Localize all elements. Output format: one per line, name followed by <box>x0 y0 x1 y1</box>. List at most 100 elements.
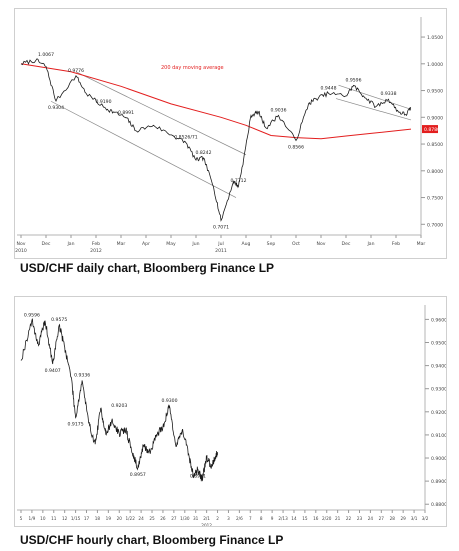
hourly-x-tick-label: 10 <box>40 516 46 521</box>
hourly-annotation: 0.9407 <box>45 368 61 374</box>
hourly-chart-caption: USD/CHF hourly chart, Bloomberg Finance … <box>20 533 284 547</box>
daily-price-line <box>20 58 412 222</box>
hourly-y-tick-label: 0.9600 <box>431 317 446 323</box>
hourly-x-tick-label: 3/1 <box>411 516 418 521</box>
hourly-x-tick-label: 27 <box>171 516 177 521</box>
hourly-y-tick-label: 0.9200 <box>431 410 446 416</box>
daily-chart-caption: USD/CHF daily chart, Bloomberg Finance L… <box>20 261 275 275</box>
daily-x-tick-label: Nov <box>17 241 26 247</box>
hourly-x-tick-label: 8 <box>260 516 263 521</box>
hourly-x-tick-label: 1/22 <box>125 516 135 521</box>
daily-trend-channel <box>50 100 237 198</box>
daily-x-tick-label: Feb <box>392 241 400 247</box>
daily-trend-channel <box>75 71 247 156</box>
daily-y-tick-label: 0.8500 <box>427 142 443 148</box>
hourly-annotation: 0.9596 <box>24 312 40 318</box>
hourly-x-tick-label: 19 <box>106 516 112 521</box>
daily-annotation: 0.9190 <box>95 99 111 105</box>
hourly-x-tick-label: 15 <box>302 516 308 521</box>
daily-x-tick-label: Oct <box>292 241 300 247</box>
daily-annotation: 0.8566 <box>288 145 304 151</box>
daily-y-tick-label: 1.0500 <box>427 35 443 41</box>
hourly-x-tick-label: 12 <box>62 516 68 521</box>
daily-moving-average-label: 200 day moving average <box>161 65 224 71</box>
daily-trend-channel <box>335 98 412 121</box>
daily-annotation: 0.8526/71 <box>174 135 198 141</box>
hourly-x-tick-label: 11 <box>51 516 57 521</box>
hourly-y-tick-label: 0.9400 <box>431 364 446 370</box>
hourly-x-tick-label: 1/15 <box>71 516 81 521</box>
hourly-chart-panel: 0.8800 0.8900 0.9000 0.9100 0.9200 0.9300 0.94… <box>14 296 447 528</box>
daily-x-tick-label: Jul <box>217 241 224 247</box>
hourly-annotation: 0.9203 <box>111 403 127 409</box>
daily-x-tick-label: Dec <box>42 241 51 247</box>
hourly-annotation: 0.8951 <box>190 473 206 479</box>
daily-annotation: 0.8242 <box>195 150 211 156</box>
hourly-y-tick-label: 0.8800 <box>431 502 446 508</box>
daily-annotation: 0.7071 <box>213 225 229 231</box>
hourly-x-tick-label: 3 <box>227 516 230 521</box>
daily-y-tick-label: 0.9500 <box>427 89 443 95</box>
daily-x-tick-label: Dec <box>342 241 351 247</box>
hourly-x-tick-label: 20 <box>117 516 123 521</box>
daily-y-tick-label: 0.9000 <box>427 115 443 121</box>
hourly-y-tick-label: 0.9500 <box>431 341 446 347</box>
daily-x-tick-label: Jan <box>366 241 374 247</box>
daily-x-tick-label: May <box>166 241 176 247</box>
hourly-y-tick-label: 0.9100 <box>431 433 446 439</box>
hourly-x-tick-label: 2/1 <box>203 516 210 521</box>
hourly-x-tick-label: 9 <box>271 516 274 521</box>
hourly-x-tick-label: 24 <box>368 516 374 521</box>
daily-x-tick-label: Feb <box>92 241 100 247</box>
hourly-annotation: 0.9300 <box>161 398 177 404</box>
hourly-price-line <box>20 318 218 482</box>
daily-annotation: 0.9776 <box>68 68 84 74</box>
daily-y-tick-label: 1.0000 <box>427 62 443 68</box>
hourly-y-tick-label: 0.9000 <box>431 456 446 462</box>
daily-annotation: 0.9304 <box>48 105 64 111</box>
daily-annotation: 0.9338 <box>380 91 396 97</box>
hourly-x-tick-label: 14 <box>291 516 297 521</box>
hourly-x-tick-label: 17 <box>84 516 90 521</box>
hourly-x-tick-label: 3/2 <box>422 516 429 521</box>
daily-year-label: 2012 <box>90 248 102 254</box>
hourly-x-tick-label: 26 <box>160 516 166 521</box>
hourly-y-tick-label: 0.8900 <box>431 479 446 485</box>
hourly-x-tick-label: 5 <box>20 516 23 521</box>
daily-x-tick-label: Mar <box>417 241 426 247</box>
hourly-x-tick-label: 21 <box>335 516 341 521</box>
hourly-x-tick-label: 1/9 <box>29 516 36 521</box>
daily-y-tick-label: 0.7000 <box>427 222 443 228</box>
daily-annotation: 0.9448 <box>320 85 336 91</box>
daily-annotation: 1.0067 <box>38 52 54 58</box>
daily-annotation: 0.7712 <box>230 178 246 184</box>
daily-x-tick-label: Mar <box>117 241 126 247</box>
daily-x-tick-label: Jun <box>191 241 199 247</box>
hourly-x-tick-label: 31 <box>193 516 199 521</box>
hourly-x-tick-label: 2/6 <box>236 516 243 521</box>
hourly-x-tick-label: 16 <box>313 516 319 521</box>
hourly-x-tick-label: 2/13 <box>278 516 288 521</box>
daily-y-tick-label: 0.7500 <box>427 196 443 202</box>
hourly-x-tick-label: 2/20 <box>322 516 332 521</box>
hourly-x-tick-label: 2 <box>216 516 219 521</box>
hourly-x-tick-label: 24 <box>138 516 144 521</box>
hourly-x-tick-label: 18 <box>95 516 101 521</box>
daily-trend-channel <box>338 84 412 110</box>
daily-chart: 0.7000 0.7500 0.8000 0.8500 0.9000 0.9500 1.00… <box>15 17 443 254</box>
daily-annotation: 0.9036 <box>270 107 286 113</box>
daily-annotation: 0.8991 <box>118 110 134 116</box>
hourly-x-tick-label: 23 <box>357 516 363 521</box>
daily-x-tick-label: Jan <box>66 241 74 247</box>
daily-chart-panel: 0.7000 0.7500 0.8000 0.8500 0.9000 0.9500 1.00… <box>14 8 447 259</box>
daily-year-label: 2010 <box>15 248 27 254</box>
daily-last-price-tag <box>422 125 438 134</box>
hourly-annotation: 0.8957 <box>130 472 146 478</box>
hourly-y-tick-label: 0.9300 <box>431 387 446 393</box>
daily-x-tick-label: Aug <box>242 241 251 247</box>
hourly-annotation: 0.9575 <box>51 317 67 323</box>
daily-moving-average-line <box>20 63 412 140</box>
daily-x-tick-label: Nov <box>317 241 326 247</box>
daily-year-label: 2011 <box>215 248 227 254</box>
daily-annotation: 0.9596 <box>345 77 361 83</box>
